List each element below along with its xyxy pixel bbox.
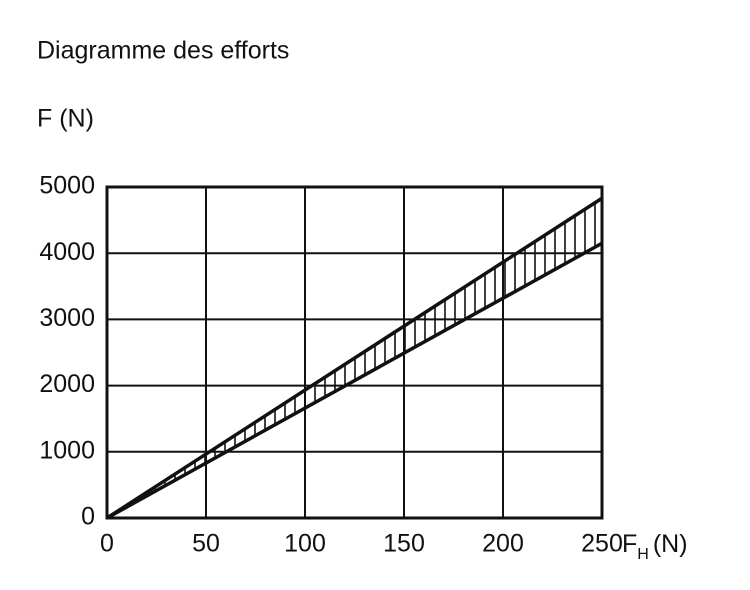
line — [106, 196, 603, 520]
y-tick-label: 3000 — [39, 304, 95, 332]
x-tick-label: 200 — [482, 530, 524, 558]
y-tick-label: 5000 — [39, 172, 95, 200]
x-tick-label: 0 — [100, 530, 114, 558]
y-tick-label: 0 — [81, 503, 95, 531]
line — [106, 241, 603, 520]
chart-title: Diagramme des efforts — [37, 37, 289, 65]
y-tick-label: 2000 — [39, 370, 95, 398]
x-axis-label-sub: H — [637, 546, 649, 563]
y-axis-label: F (N) — [37, 105, 94, 133]
x-axis-label-unit: (N) — [653, 530, 688, 558]
x-axis-label-main: F — [622, 530, 637, 558]
x-axis-label: FH (N) — [622, 530, 688, 564]
x-tick-label: 50 — [192, 530, 220, 558]
y-tick-label: 4000 — [39, 238, 95, 266]
x-tick-label: 150 — [383, 530, 425, 558]
x-tick-label: 250 — [581, 530, 623, 558]
plot-frame — [105, 185, 604, 520]
x-tick-label: 100 — [284, 530, 326, 558]
y-tick-label: 1000 — [39, 436, 95, 464]
